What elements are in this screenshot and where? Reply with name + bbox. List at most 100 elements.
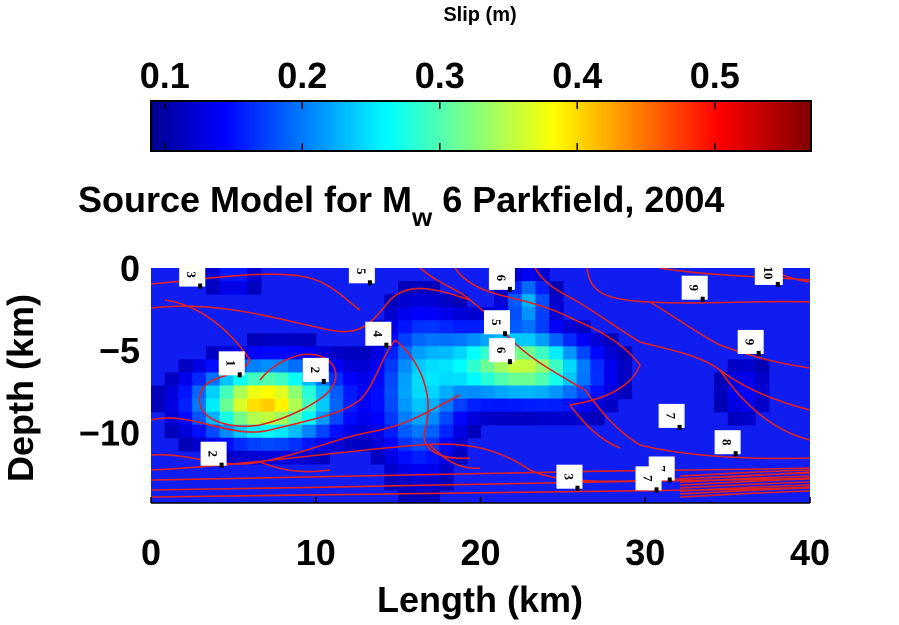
slip-cell [549,346,564,360]
slip-cell [466,385,482,400]
slip-cell [398,359,413,374]
slip-cell [425,489,440,503]
slip-cell [398,450,413,465]
slip-cell [549,294,564,308]
aftershock-label-box [488,338,515,363]
slip-cell [288,346,303,360]
slip-cell [343,424,358,439]
slip-cell [233,398,248,413]
slip-cell [356,398,372,413]
aftershock-label: 1 [218,351,245,378]
slip-cell [343,359,358,374]
slip-cell [343,346,358,360]
slip-cell [233,385,248,400]
slip-cell [233,281,248,295]
slip-cell [507,307,523,321]
slip-cell [439,346,454,360]
x-axis-ticks: 0 10 20 30 40 [141,497,830,573]
slip-cell [535,372,550,387]
slip-cell [535,307,550,321]
aftershock-marker [367,280,372,286]
aftershock-label: 3 [179,262,206,289]
slip-cell [288,398,303,413]
slip-cell [247,385,262,400]
contour-line [719,369,810,441]
slip-cell [466,359,482,374]
slip-cell [453,411,468,426]
aftershock-marker [654,487,659,493]
slip-cell [590,411,605,426]
slip-cell [343,385,358,400]
slip-cell [549,398,564,413]
slip-cell [494,359,509,374]
aftershock-label-box [179,262,206,287]
slip-cell [233,372,248,387]
chart-title: Source Model for Mw 6 Parkfield, 2004 [78,179,724,232]
aftershock-label-box [302,357,329,382]
slip-cell [425,307,440,321]
aftershock-label-text: 10 [761,266,776,279]
slip-cell [370,346,385,360]
contour-line [569,404,621,449]
slip-cell [425,359,440,374]
contour-line [679,478,810,486]
slip-cell [384,385,399,400]
aftershock-label: 2 [200,441,227,468]
slip-cell [233,450,248,465]
slip-cell [535,320,550,334]
aftershock-label-text: 3 [184,271,199,278]
slip-cell [521,359,537,374]
slip-cell [356,437,372,452]
slip-cell [466,333,482,347]
slip-cell [466,411,482,426]
aftershock-label-box [200,441,227,466]
slip-cell [274,346,289,360]
slip-cell [494,398,509,413]
y-tick-label: 0 [120,248,140,289]
slip-cell [384,437,399,452]
slip-cell [562,346,578,360]
slip-cell [411,307,427,321]
slip-cell [398,489,413,503]
slip-contours [151,268,810,498]
slip-cell [151,398,166,413]
slip-cell [302,333,317,347]
contour-line [534,268,641,343]
slip-cell [398,463,413,478]
x-tick-label: 30 [625,532,665,573]
y-tick-label: −5 [99,330,140,371]
aftershock-marker [677,424,682,430]
slip-cell [247,437,262,452]
contour-line [679,475,810,483]
aftershock-label-text: 2 [308,367,323,374]
y-axis-ticks: 0 −5 −10 [79,248,140,453]
slip-cell [535,346,550,360]
slip-cell [315,398,331,413]
contour-line [569,319,641,406]
slip-cell [494,411,509,426]
slip-cell [562,359,578,374]
slip-cell [329,411,344,426]
slip-cell [219,281,234,295]
slip-cell [562,385,578,400]
slip-cell [411,333,427,347]
slip-cell [535,333,550,347]
slip-cell [425,398,440,413]
slip-cell [425,385,440,400]
slip-cell [398,346,413,360]
aftershock-label-text: 8 [720,439,735,446]
contour-line [649,301,810,369]
slip-cell [411,320,427,334]
contour-line [151,486,810,498]
slip-cell [576,346,591,360]
slip-cell [521,385,537,400]
aftershock-label-box [348,259,375,284]
slip-cell [439,320,454,334]
slip-cell [219,385,234,400]
slip-cell [164,424,180,439]
contour-line [679,472,810,480]
contour-line [164,299,337,427]
slip-cell [521,281,537,295]
slip-cell [205,346,221,360]
slip-cell [439,424,454,439]
